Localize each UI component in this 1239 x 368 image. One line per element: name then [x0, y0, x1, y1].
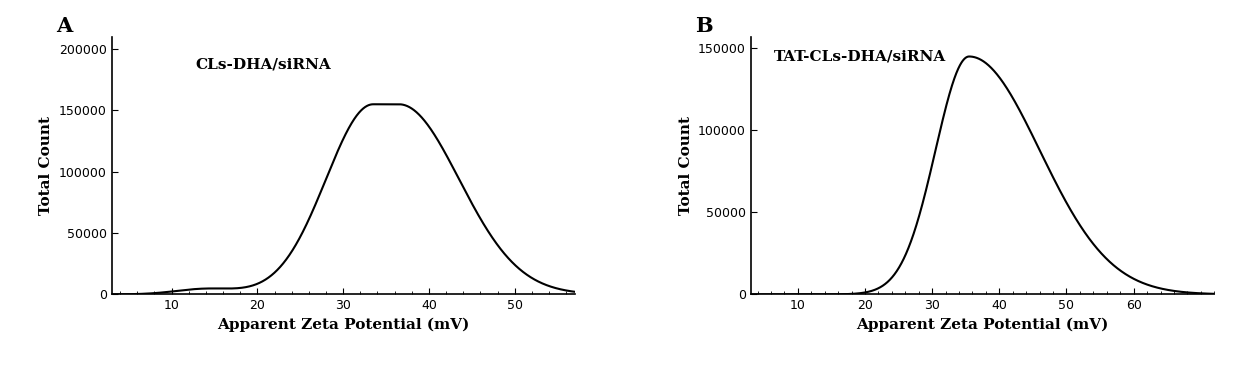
Y-axis label: Total Count: Total Count: [679, 116, 693, 215]
Text: A: A: [56, 16, 72, 36]
X-axis label: Apparent Zeta Potential (mV): Apparent Zeta Potential (mV): [856, 318, 1109, 332]
Y-axis label: Total Count: Total Count: [40, 116, 53, 215]
Text: TAT-CLs-DHA/siRNA: TAT-CLs-DHA/siRNA: [774, 50, 947, 64]
Text: B: B: [695, 16, 712, 36]
Text: CLs-DHA/siRNA: CLs-DHA/siRNA: [195, 57, 331, 71]
X-axis label: Apparent Zeta Potential (mV): Apparent Zeta Potential (mV): [217, 318, 470, 332]
